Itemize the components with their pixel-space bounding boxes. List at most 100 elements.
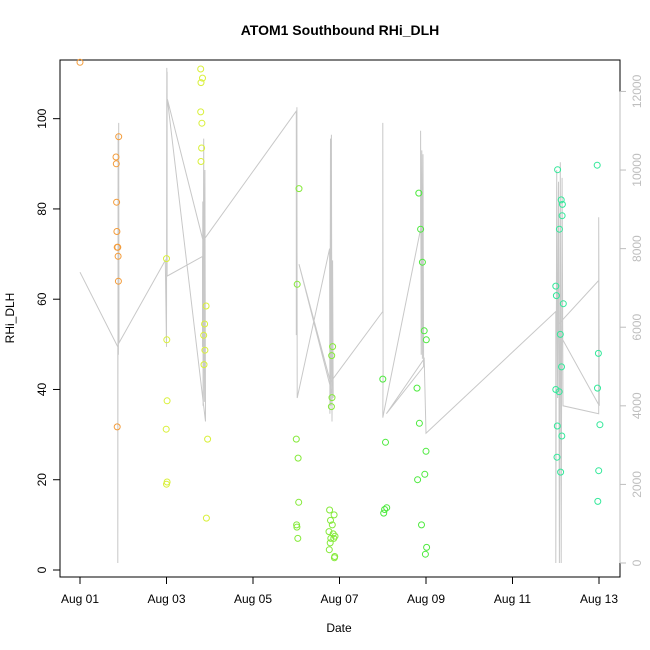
data-point xyxy=(163,397,171,405)
data-point xyxy=(328,352,336,360)
data-point xyxy=(293,523,301,531)
data-point xyxy=(326,506,334,514)
y-tick-label: 20 xyxy=(35,473,49,487)
x-tick-label: Aug 11 xyxy=(494,592,531,606)
data-point xyxy=(163,478,171,486)
data-point xyxy=(414,476,422,484)
data-point xyxy=(201,346,209,354)
data-point xyxy=(202,302,210,310)
y2-tick-label: 6000 xyxy=(630,314,644,341)
data-point xyxy=(113,423,121,431)
plot-frame xyxy=(59,59,621,578)
data-point xyxy=(421,550,429,558)
data-point xyxy=(200,361,208,369)
data-point xyxy=(292,435,300,443)
data-point xyxy=(114,252,122,260)
y2-tick-label: 12000 xyxy=(630,74,644,108)
data-point xyxy=(199,74,206,82)
chart-title: ATOM1 Southbound RHi_DLH xyxy=(241,22,440,38)
data-point xyxy=(594,384,601,392)
data-point xyxy=(295,498,303,506)
y-tick-label: 100 xyxy=(35,108,49,128)
data-point xyxy=(328,394,336,402)
x-tick-label: Aug 07 xyxy=(320,592,358,606)
y-tick-label: 80 xyxy=(35,202,49,216)
data-point xyxy=(559,300,567,308)
data-point xyxy=(594,497,602,505)
data-point xyxy=(555,388,563,396)
x-tick-label: Aug 09 xyxy=(407,592,445,606)
data-point xyxy=(558,363,565,371)
data-point xyxy=(417,225,425,233)
data-point xyxy=(294,534,302,542)
x-axis: Aug 01 Aug 03 Aug 05 Aug 07 Aug 09 Aug 11 Aug … xyxy=(61,576,618,606)
x-tick-label: Aug 05 xyxy=(234,592,272,606)
y-tick-label: 0 xyxy=(35,566,49,573)
data-point xyxy=(594,349,602,357)
y2-tick-label: 8000 xyxy=(630,235,644,262)
data-point xyxy=(112,153,120,161)
line-series-layer xyxy=(79,67,600,564)
y2-tick-label: 4000 xyxy=(630,392,644,419)
data-point xyxy=(596,421,604,429)
data-point xyxy=(418,521,425,529)
y-tick-label: 40 xyxy=(35,382,49,396)
point-layer xyxy=(76,58,604,562)
data-point xyxy=(330,554,338,562)
data-point xyxy=(420,327,428,335)
x-axis-label: Date xyxy=(326,621,352,635)
data-point xyxy=(329,343,337,351)
data-point xyxy=(381,506,389,513)
data-point xyxy=(163,255,170,263)
data-point xyxy=(413,384,421,392)
altitude-line xyxy=(79,67,600,564)
x-tick-label: Aug 13 xyxy=(580,592,618,606)
y2-tick-label: 10000 xyxy=(630,153,644,187)
data-point xyxy=(328,521,336,529)
data-point xyxy=(201,320,209,328)
y-axis-label: RHi_DLH xyxy=(3,293,17,344)
data-point xyxy=(555,225,563,233)
data-point xyxy=(113,198,121,206)
data-point xyxy=(415,189,423,197)
data-point xyxy=(330,511,338,519)
data-point xyxy=(379,375,387,383)
data-point xyxy=(552,292,560,300)
data-point xyxy=(327,403,335,411)
data-point xyxy=(330,534,338,542)
data-point xyxy=(295,185,303,193)
data-point xyxy=(593,161,601,169)
data-point xyxy=(198,144,206,152)
data-point xyxy=(558,200,566,208)
data-point xyxy=(204,435,212,443)
data-point xyxy=(595,467,603,475)
data-point xyxy=(327,534,335,542)
data-point xyxy=(382,438,389,446)
data-point xyxy=(114,277,122,285)
data-point xyxy=(200,331,208,339)
data-point xyxy=(554,166,562,174)
data-point xyxy=(557,196,565,204)
y2-tick-label: 0 xyxy=(630,559,644,566)
data-point xyxy=(327,516,334,524)
data-point xyxy=(422,336,430,344)
data-point xyxy=(556,330,564,338)
data-point xyxy=(553,422,561,430)
data-point xyxy=(423,543,431,551)
data-point xyxy=(326,539,334,547)
data-point xyxy=(415,419,423,427)
data-point xyxy=(552,282,560,290)
data-point xyxy=(76,58,84,66)
data-point xyxy=(383,504,391,512)
x-tick-label: Aug 03 xyxy=(147,592,185,606)
data-point xyxy=(325,546,333,554)
data-point xyxy=(293,280,301,288)
data-point xyxy=(113,228,121,235)
y-axis: 0 20 40 60 80 100 xyxy=(35,108,61,573)
data-point xyxy=(325,528,333,536)
data-point xyxy=(418,258,426,266)
data-point xyxy=(115,133,123,141)
data-point xyxy=(202,514,210,522)
x-tick-label: Aug 01 xyxy=(61,592,99,606)
